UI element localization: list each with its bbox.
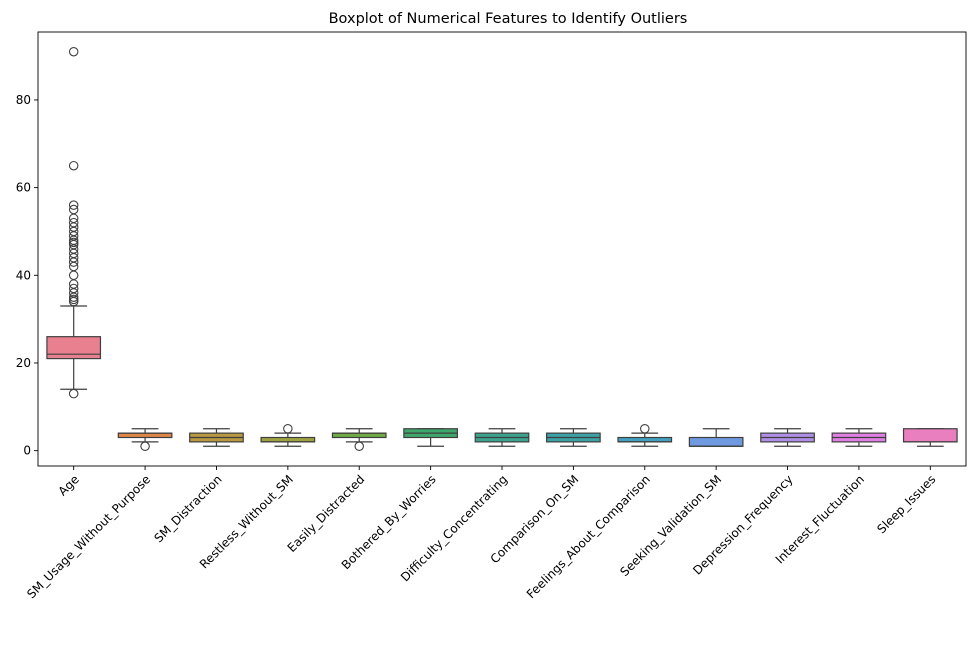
box-difficulty-concentrating [474, 428, 530, 447]
iqr-box [117, 432, 173, 439]
box-bothered-by-worries [403, 428, 458, 447]
y-tick-label: 60 [16, 181, 31, 195]
plot-frame [37, 31, 967, 467]
x-axis: AgeSM_Usage_Without_PurposeSM_Distractio… [24, 466, 938, 601]
box-sm-distraction [189, 428, 244, 447]
outlier-point [68, 217, 79, 228]
box-easily-distracted [331, 428, 387, 452]
outlier-point [68, 46, 79, 57]
outlier-point [140, 441, 150, 452]
outlier-point [68, 283, 79, 294]
box-sleep-issues [902, 428, 958, 447]
y-tick-label: 20 [16, 356, 31, 370]
x-tick-label: Sleep_Issues [874, 472, 938, 536]
outlier-point [68, 160, 79, 171]
y-axis: 0 20 40 60 80 [16, 93, 38, 458]
outlier-point [640, 423, 650, 434]
iqr-box [260, 436, 316, 443]
box-restless-without-sm [260, 423, 316, 447]
box-comparison-on-sm [546, 428, 601, 447]
box-sm-usage-without-purpose [117, 428, 173, 452]
x-tick-label: Easily_Distracted [285, 472, 368, 555]
chart-title: Boxplot of Numerical Features to Identif… [329, 11, 688, 27]
box-depression-frequency [760, 428, 815, 447]
y-tick-label: 40 [16, 268, 31, 282]
iqr-box [617, 436, 673, 443]
outlier-point [68, 270, 79, 281]
outlier-point [68, 200, 79, 210]
box-seeking-validation-sm [688, 428, 744, 447]
outlier-point [68, 204, 79, 215]
boxes-layer [46, 46, 958, 452]
box-feelings-about-comparison [617, 423, 673, 447]
iqr-box [902, 428, 958, 443]
y-tick-label: 0 [23, 444, 31, 458]
iqr-box [46, 336, 102, 360]
x-tick-label: Feelings_About_Comparison [524, 472, 653, 601]
x-tick-label: Age [55, 472, 81, 498]
outlier-point [283, 423, 293, 434]
outlier-point [68, 388, 79, 399]
outlier-point [354, 441, 364, 452]
y-tick-label: 80 [16, 93, 31, 107]
iqr-box [331, 432, 387, 439]
box-interest-fluctuation [831, 428, 887, 447]
x-tick-label: SM_Usage_Without_Purpose [24, 472, 153, 601]
box-age [46, 46, 102, 399]
iqr-box [688, 436, 744, 447]
x-tick-label: SM_Distraction [151, 472, 224, 545]
